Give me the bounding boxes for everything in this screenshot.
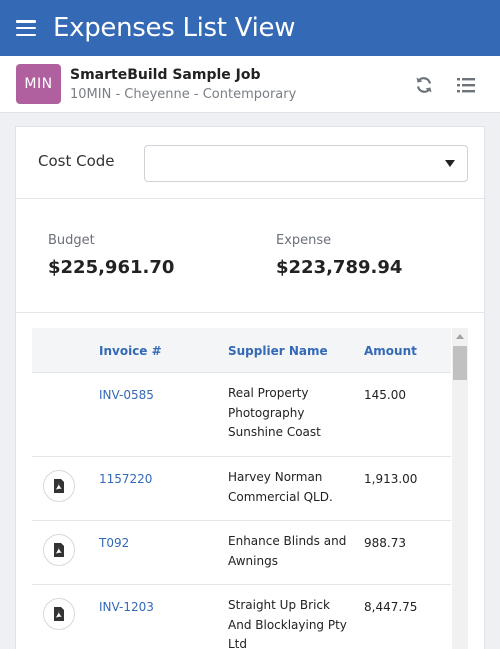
expenses-card: Cost Code Budget $225,961.70 Expense $22… <box>15 126 485 649</box>
amount: 988.73 <box>364 536 406 550</box>
supplier-name: Harvey Norman Commercial QLD. <box>228 470 333 504</box>
table-row[interactable]: 1157220 Harvey Norman Commercial QLD. 1,… <box>32 457 451 521</box>
supplier-name: Enhance Blinds and Awnings <box>228 534 347 568</box>
list-icon[interactable] <box>456 76 476 94</box>
expenses-table: Invoice # Supplier Name Amount INV-0585 … <box>32 328 468 649</box>
pdf-icon <box>54 543 64 557</box>
invoice-link[interactable]: INV-0585 <box>99 388 154 402</box>
table-row[interactable]: INV-1203 Straight Up Brick And Blocklayi… <box>32 585 451 649</box>
column-header-invoice[interactable]: Invoice # <box>99 344 162 358</box>
expense-block: Expense $223,789.94 <box>276 233 402 278</box>
amount: 8,447.75 <box>364 600 418 614</box>
pdf-button[interactable] <box>43 534 75 566</box>
table-row[interactable]: INV-0585 Real Property Photography Sunsh… <box>32 373 451 457</box>
cost-code-label: Cost Code <box>38 152 115 170</box>
chevron-down-icon <box>445 160 455 167</box>
budget-value: $225,961.70 <box>48 257 175 278</box>
hamburger-menu-icon[interactable] <box>16 20 36 36</box>
job-avatar: MIN <box>16 64 61 104</box>
pdf-button[interactable] <box>43 598 75 630</box>
budget-block: Budget $225,961.70 <box>48 233 174 278</box>
pdf-icon <box>54 479 64 493</box>
pdf-icon <box>54 607 64 621</box>
amount: 1,913.00 <box>364 472 418 486</box>
supplier-name: Straight Up Brick And Blocklaying Pty Lt… <box>228 598 347 649</box>
invoice-link[interactable]: T092 <box>99 536 130 550</box>
amount: 145.00 <box>364 388 406 402</box>
cost-code-filter: Cost Code <box>16 127 484 199</box>
job-title: SmarteBuild Sample Job <box>70 66 261 83</box>
page-title: Expenses List View <box>53 13 296 43</box>
expense-value: $223,789.94 <box>276 257 403 278</box>
column-header-supplier[interactable]: Supplier Name <box>228 344 328 358</box>
refresh-icon[interactable] <box>414 76 434 94</box>
table-header: Invoice # Supplier Name Amount <box>32 328 451 373</box>
scroll-up-arrow-icon[interactable] <box>456 334 464 339</box>
job-actions <box>414 76 476 94</box>
job-bar: MIN SmarteBuild Sample Job 10MIN - Cheye… <box>0 56 500 113</box>
job-subtitle: 10MIN - Cheyenne - Contemporary <box>70 86 297 102</box>
column-header-amount[interactable]: Amount <box>364 344 417 358</box>
job-info: SmarteBuild Sample Job 10MIN - Cheyenne … <box>70 67 296 102</box>
supplier-name: Real Property Photography Sunshine Coast <box>228 386 321 439</box>
scrollbar-thumb[interactable] <box>453 346 467 380</box>
table-row[interactable]: T092 Enhance Blinds and Awnings 988.73 <box>32 521 451 585</box>
budget-label: Budget <box>48 233 95 248</box>
app-header: Expenses List View <box>0 0 500 56</box>
expense-label: Expense <box>276 233 332 248</box>
cost-code-select[interactable] <box>144 145 468 182</box>
pdf-button[interactable] <box>43 470 75 502</box>
invoice-link[interactable]: 1157220 <box>99 472 153 486</box>
table-scrollbar[interactable] <box>452 328 468 649</box>
totals-section: Budget $225,961.70 Expense $223,789.94 <box>16 199 484 313</box>
invoice-link[interactable]: INV-1203 <box>99 600 154 614</box>
